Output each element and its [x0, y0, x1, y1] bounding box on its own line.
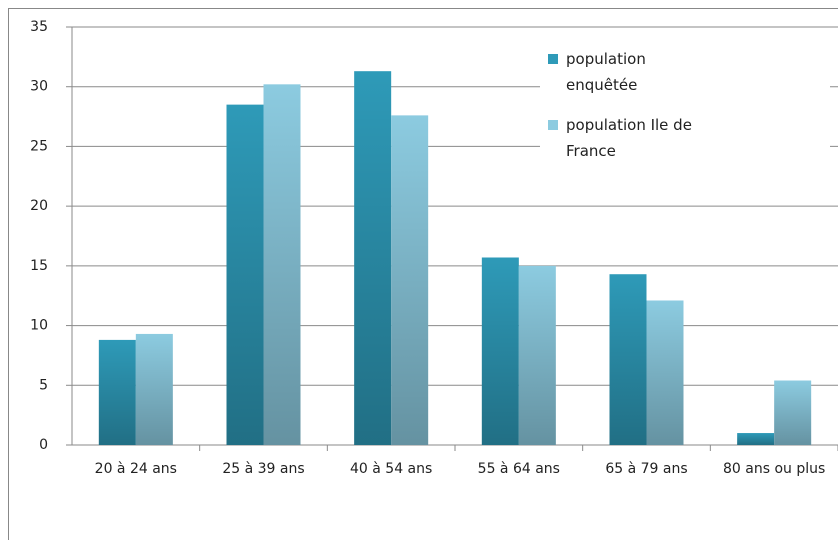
x-tick-label: 65 à 79 ans	[591, 457, 703, 481]
bar	[354, 71, 391, 445]
y-tick-label: 25	[30, 138, 48, 154]
bar	[737, 433, 774, 445]
bar	[482, 257, 519, 445]
legend-label: population Ile de France	[566, 112, 706, 164]
y-tick-label: 5	[39, 377, 48, 393]
x-tick-label-box: 40 à 54 ans	[335, 457, 447, 517]
bar	[774, 381, 811, 445]
bar	[610, 274, 647, 445]
legend-swatch	[548, 54, 558, 64]
y-tick-label: 0	[39, 437, 48, 453]
x-tick-label-box: 20 à 24 ans	[80, 457, 192, 517]
bar	[264, 84, 301, 445]
legend-label-box: population Ile de France	[566, 112, 706, 172]
legend-label-box: population enquêtée	[566, 46, 706, 106]
x-tick-label-box: 65 à 79 ans	[591, 457, 703, 517]
x-tick-label: 20 à 24 ans	[80, 457, 192, 481]
bar	[99, 340, 136, 445]
bar	[136, 334, 173, 445]
y-tick-label: 10	[30, 318, 48, 334]
bar	[391, 115, 428, 445]
legend-label: population enquêtée	[566, 46, 706, 98]
x-tick-label-box: 55 à 64 ans	[463, 457, 575, 517]
x-tick-label-box: 25 à 39 ans	[208, 457, 320, 517]
x-tick-label: 25 à 39 ans	[208, 457, 320, 481]
bar	[519, 266, 556, 445]
y-tick-label: 35	[30, 19, 48, 35]
x-tick-label-box: 80 ans ou plus	[718, 457, 830, 517]
y-tick-label: 30	[30, 79, 48, 95]
y-tick-label: 15	[30, 258, 48, 274]
x-tick-label: 80 ans ou plus	[718, 457, 830, 481]
bar	[647, 300, 684, 445]
x-tick-label: 40 à 54 ans	[335, 457, 447, 481]
bar	[227, 105, 264, 445]
x-tick-label: 55 à 64 ans	[463, 457, 575, 481]
y-tick-label: 20	[30, 198, 48, 214]
legend-swatch	[548, 120, 558, 130]
